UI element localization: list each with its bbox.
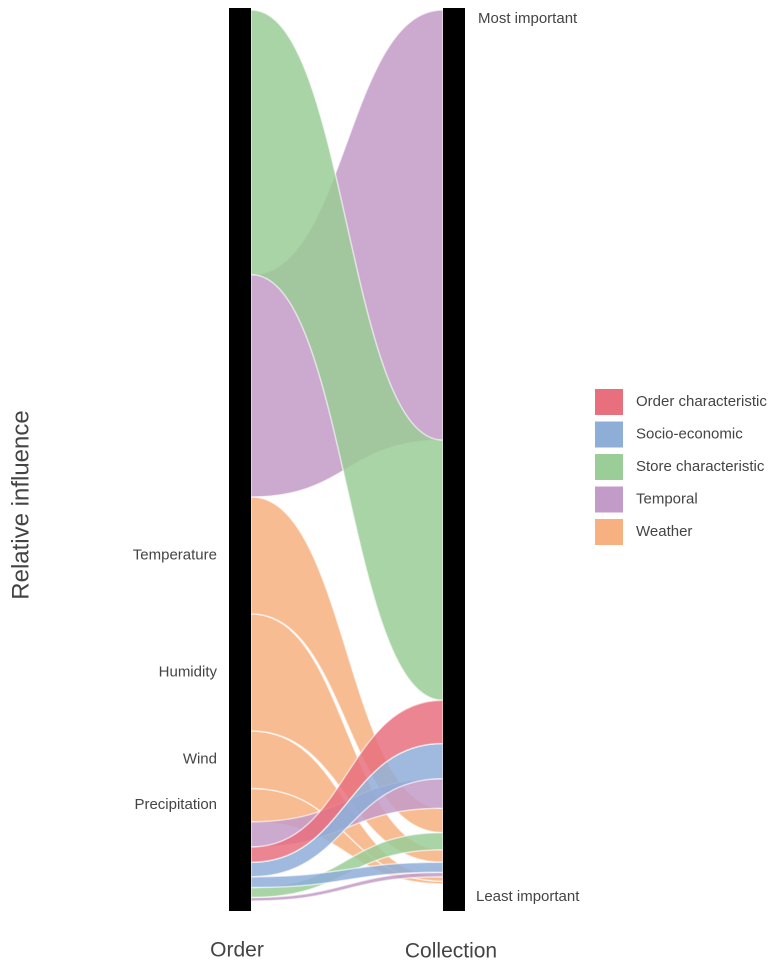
legend-swatch [595,421,623,448]
axis-label: Order [210,939,264,962]
legend-label: Temporal [636,490,698,507]
bottom-label: Least important [476,888,580,905]
legend-swatch [595,454,623,480]
legend: Order characteristic Socio-economic Store … [595,389,767,545]
top-label: Most important [478,10,578,27]
axis-bar [443,8,465,911]
legend-label: Order characteristic [636,393,767,410]
node-label: Precipitation [134,796,217,813]
flows [250,9,444,902]
legend-label: Socio-economic [636,425,743,442]
legend-swatch [595,389,623,415]
node-label: Humidity [159,663,218,680]
axis-label: Collection [405,940,497,963]
legend-swatch [595,486,623,513]
axis-bar [229,8,251,911]
legend-swatch [595,519,623,545]
y-axis-label: Relative influence [7,410,34,599]
legend-label: Store characteristic [636,458,765,475]
node-label: Wind [183,751,217,768]
legend-label: Weather [636,523,692,540]
node-label: Temperature [133,546,217,563]
